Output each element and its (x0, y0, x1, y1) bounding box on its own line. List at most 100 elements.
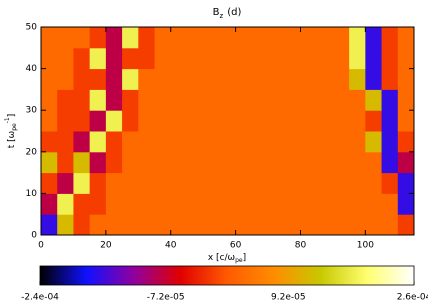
heat-cell (381, 47, 399, 70)
heat-cell (41, 131, 58, 153)
heat-cell (397, 131, 415, 153)
heat-cell (251, 47, 269, 70)
heat-cell (41, 89, 58, 111)
heat-cell (284, 193, 301, 215)
heat-cell (203, 27, 220, 49)
heat-cell (138, 47, 156, 70)
heat-cell (316, 47, 334, 70)
heat-cell (397, 89, 415, 111)
heat-cell (170, 47, 188, 70)
heat-cell (235, 89, 253, 111)
heat-cell (300, 47, 318, 70)
heat-cell (268, 172, 285, 194)
heat-cell (397, 47, 415, 70)
heat-cell (105, 172, 123, 194)
heat-cell (57, 68, 74, 90)
heat-cell (105, 193, 123, 215)
chart-title: Bz (d) (213, 7, 242, 20)
y-label-sup: -1 (4, 117, 11, 123)
heat-cell (235, 110, 253, 132)
heat-cell (365, 214, 383, 236)
heat-cell (105, 214, 123, 236)
heat-cell (170, 68, 188, 90)
heat-cell (268, 151, 285, 174)
colorbar-tick-label: 2.6e-04 (397, 293, 428, 303)
heat-cell (154, 110, 172, 132)
heat-cell (203, 214, 220, 236)
heat-cell (332, 68, 350, 90)
heat-cell (300, 214, 318, 236)
heat-cell (186, 89, 204, 111)
heat-cell (284, 47, 301, 70)
heat-cell (316, 172, 334, 194)
x-tick-label: 60 (230, 241, 242, 251)
heat-cell (219, 89, 237, 111)
colorbar-tick-label: -2.4e-04 (21, 293, 59, 303)
heat-cell (170, 172, 188, 194)
heat-cell (105, 110, 123, 132)
heat-cell (154, 27, 172, 49)
heat-cell (219, 27, 237, 49)
heat-cell (219, 172, 237, 194)
heat-cell (349, 89, 366, 111)
heat-cell (381, 172, 399, 194)
heat-cell (349, 214, 366, 236)
heat-cell (89, 89, 107, 111)
heat-cell (316, 27, 334, 49)
heat-cell (235, 172, 253, 194)
heat-cell (251, 27, 269, 49)
heat-cell (365, 47, 383, 70)
heat-cell (349, 193, 366, 215)
heat-cell (89, 68, 107, 90)
heat-cell (268, 68, 285, 90)
heat-cell (332, 151, 350, 174)
heat-cell (203, 68, 220, 90)
heat-cell (89, 131, 107, 153)
heat-cell (203, 151, 220, 174)
heat-cell (284, 214, 301, 236)
heat-cell (41, 193, 58, 215)
heat-cell (122, 131, 139, 153)
heat-cell (122, 89, 139, 111)
heat-cell (300, 110, 318, 132)
heat-cell (268, 110, 285, 132)
heat-cell (235, 47, 253, 70)
heat-cell (57, 151, 74, 174)
heat-cell (284, 172, 301, 194)
heat-cell (219, 131, 237, 153)
heat-cell (170, 131, 188, 153)
heat-cell (316, 151, 334, 174)
heat-cell (219, 68, 237, 90)
heat-cell (203, 89, 220, 111)
heat-cell (284, 89, 301, 111)
heat-cell (397, 151, 415, 174)
heat-cell (316, 131, 334, 153)
heat-cell (219, 47, 237, 70)
heat-cell (251, 193, 269, 215)
heat-cell (381, 193, 399, 215)
heat-cell (251, 131, 269, 153)
x-tick-label: 100 (357, 241, 374, 251)
heat-cell (381, 68, 399, 90)
x-axis-label: x [c/ωpe] (208, 253, 246, 265)
heat-cell (186, 47, 204, 70)
heat-cell (73, 193, 91, 215)
heat-cell (365, 172, 383, 194)
heat-cell (41, 110, 58, 132)
heat-cell (381, 27, 399, 49)
y-tick-label: 40 (26, 64, 38, 74)
y-tick-label: 30 (26, 106, 38, 116)
heat-cell (300, 172, 318, 194)
heat-cell (284, 151, 301, 174)
heat-cell (397, 110, 415, 132)
heat-cell (349, 27, 366, 49)
heat-cell (251, 68, 269, 90)
heat-cell (154, 193, 172, 215)
heat-cell (73, 27, 91, 49)
heat-cell (57, 193, 74, 215)
heat-cell (89, 151, 107, 174)
heat-cell (170, 89, 188, 111)
heat-cell (251, 172, 269, 194)
heat-cell (57, 214, 74, 236)
heat-cell (154, 47, 172, 70)
